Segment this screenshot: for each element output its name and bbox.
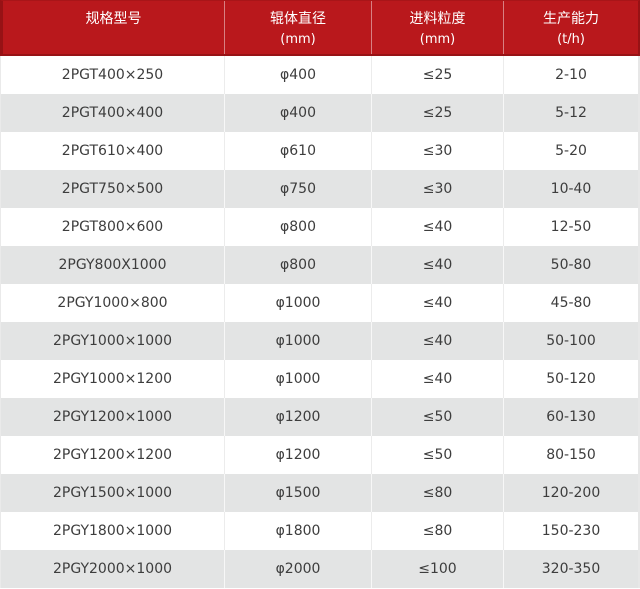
table-cell: 2PGT800×600	[1, 208, 225, 246]
table-cell: ≤40	[372, 360, 504, 398]
table-row: 2PGY1500×1000 φ1500 ≤80 120-200	[1, 474, 638, 512]
table-cell: φ1000	[225, 284, 372, 322]
table-cell: φ750	[225, 170, 372, 208]
table-header-row: 规格型号 辊体直径 (mm) 进料粒度 (mm) 生产能力 (t/h)	[0, 0, 640, 56]
header-cell-roller-diameter: 辊体直径 (mm)	[225, 1, 372, 54]
table-row: 2PGY1000×800 φ1000 ≤40 45-80	[1, 284, 638, 322]
table-cell: φ2000	[225, 550, 372, 588]
table-cell: 10-40	[550, 181, 592, 197]
table-cell: φ400	[225, 56, 372, 94]
table-cell: 5-12	[555, 105, 587, 121]
table-cell: 2PGY1000×1200	[1, 360, 225, 398]
table-cell: 120-200	[541, 485, 601, 501]
table-cell: 2PGY1800×1000	[1, 512, 225, 550]
table-row: 2PGY1800×1000 φ1800 ≤80 150-230	[1, 512, 638, 550]
table-cell: ≤40	[372, 322, 504, 360]
header-label: 生产能力	[543, 11, 599, 27]
table-cell: ≤30	[372, 170, 504, 208]
table-cell: 2PGY1200×1000	[1, 398, 225, 436]
table-row: 2PGY1200×1200 φ1200 ≤50 80-150	[1, 436, 638, 474]
table-row: 2PGY1000×1200 φ1000 ≤40 50-120	[1, 360, 638, 398]
header-label: 辊体直径	[270, 11, 326, 27]
header-cell-model: 规格型号	[3, 1, 225, 54]
table-cell: φ1000	[225, 322, 372, 360]
table-cell: φ1500	[225, 474, 372, 512]
table-cell: 45-80	[550, 295, 592, 311]
table-cell: ≤80	[372, 474, 504, 512]
table-cell: 12-50	[550, 219, 592, 235]
table-row: 2PGT400×250 φ400 ≤25 2-10	[1, 56, 638, 94]
table-body: 2PGT400×250 φ400 ≤25 2-10 2PGT400×400 φ400 ≤25…	[0, 56, 640, 588]
table-row: 2PGY1000×1000 φ1000 ≤40 50-100	[1, 322, 638, 360]
table-cell: φ1200	[225, 436, 372, 474]
table-cell: φ1800	[225, 512, 372, 550]
table-cell: 5-20	[555, 143, 587, 159]
table-cell: φ610	[225, 132, 372, 170]
table-cell: 150-230	[541, 523, 601, 539]
header-unit: (t/h)	[557, 32, 585, 47]
table-row: 2PGY1200×1000 φ1200 ≤50 60-130	[1, 398, 638, 436]
table-cell: 60-130	[546, 409, 596, 425]
table-row: 2PGT750×500 φ750 ≤30 10-40	[1, 170, 638, 208]
table-row: 2PGT610×400 φ610 ≤30 5-20	[1, 132, 638, 170]
header-label: 进料粒度	[409, 11, 466, 27]
table-cell: 2PGY1200×1200	[1, 436, 225, 474]
table-cell: 50-120	[546, 371, 596, 387]
table-cell: 2-10	[555, 67, 587, 83]
table-cell: ≤40	[372, 246, 504, 284]
table-cell: φ1200	[225, 398, 372, 436]
header-unit: (mm)	[280, 32, 316, 47]
table-row: 2PGY2000×1000 φ2000 ≤100 320-350	[1, 550, 638, 588]
table-cell: 2PGT400×250	[1, 56, 225, 94]
header-label: 规格型号	[85, 11, 142, 27]
table-cell: ≤25	[372, 94, 504, 132]
table-cell: ≤100	[372, 550, 504, 588]
table-row: 2PGY800X1000 φ800 ≤40 50-80	[1, 246, 638, 284]
table-cell: φ800	[225, 208, 372, 246]
table-cell: ≤25	[372, 56, 504, 94]
table-cell: 2PGT750×500	[1, 170, 225, 208]
header-cell-capacity: 生产能力 (t/h)	[504, 1, 638, 54]
table-row: 2PGT800×600 φ800 ≤40 12-50	[1, 208, 638, 246]
table-cell: ≤40	[372, 284, 504, 322]
table-row: 2PGT400×400 φ400 ≤25 5-12	[1, 94, 638, 132]
table-cell: ≤80	[372, 512, 504, 550]
table-cell: ≤30	[372, 132, 504, 170]
table-cell: 320-350	[541, 561, 601, 577]
header-cell-feed-size: 进料粒度 (mm)	[372, 1, 504, 54]
table-cell: φ400	[225, 94, 372, 132]
table-cell: 50-80	[550, 257, 592, 273]
table-cell: 80-150	[546, 447, 596, 463]
table-cell: φ1000	[225, 360, 372, 398]
table-cell: 2PGY800X1000	[1, 246, 225, 284]
header-unit: (mm)	[419, 32, 456, 47]
table-cell: ≤40	[372, 208, 504, 246]
table-cell: 2PGY1000×1000	[1, 322, 225, 360]
table-cell: 2PGT610×400	[1, 132, 225, 170]
table-cell: ≤50	[372, 398, 504, 436]
table-cell: φ800	[225, 246, 372, 284]
table-cell: 2PGY1000×800	[1, 284, 225, 322]
table-cell: ≤50	[372, 436, 504, 474]
table-cell: 50-100	[546, 333, 596, 349]
table-cell: 2PGY1500×1000	[1, 474, 225, 512]
table-cell: 2PGT400×400	[1, 94, 225, 132]
table-cell: 2PGY2000×1000	[1, 550, 225, 588]
